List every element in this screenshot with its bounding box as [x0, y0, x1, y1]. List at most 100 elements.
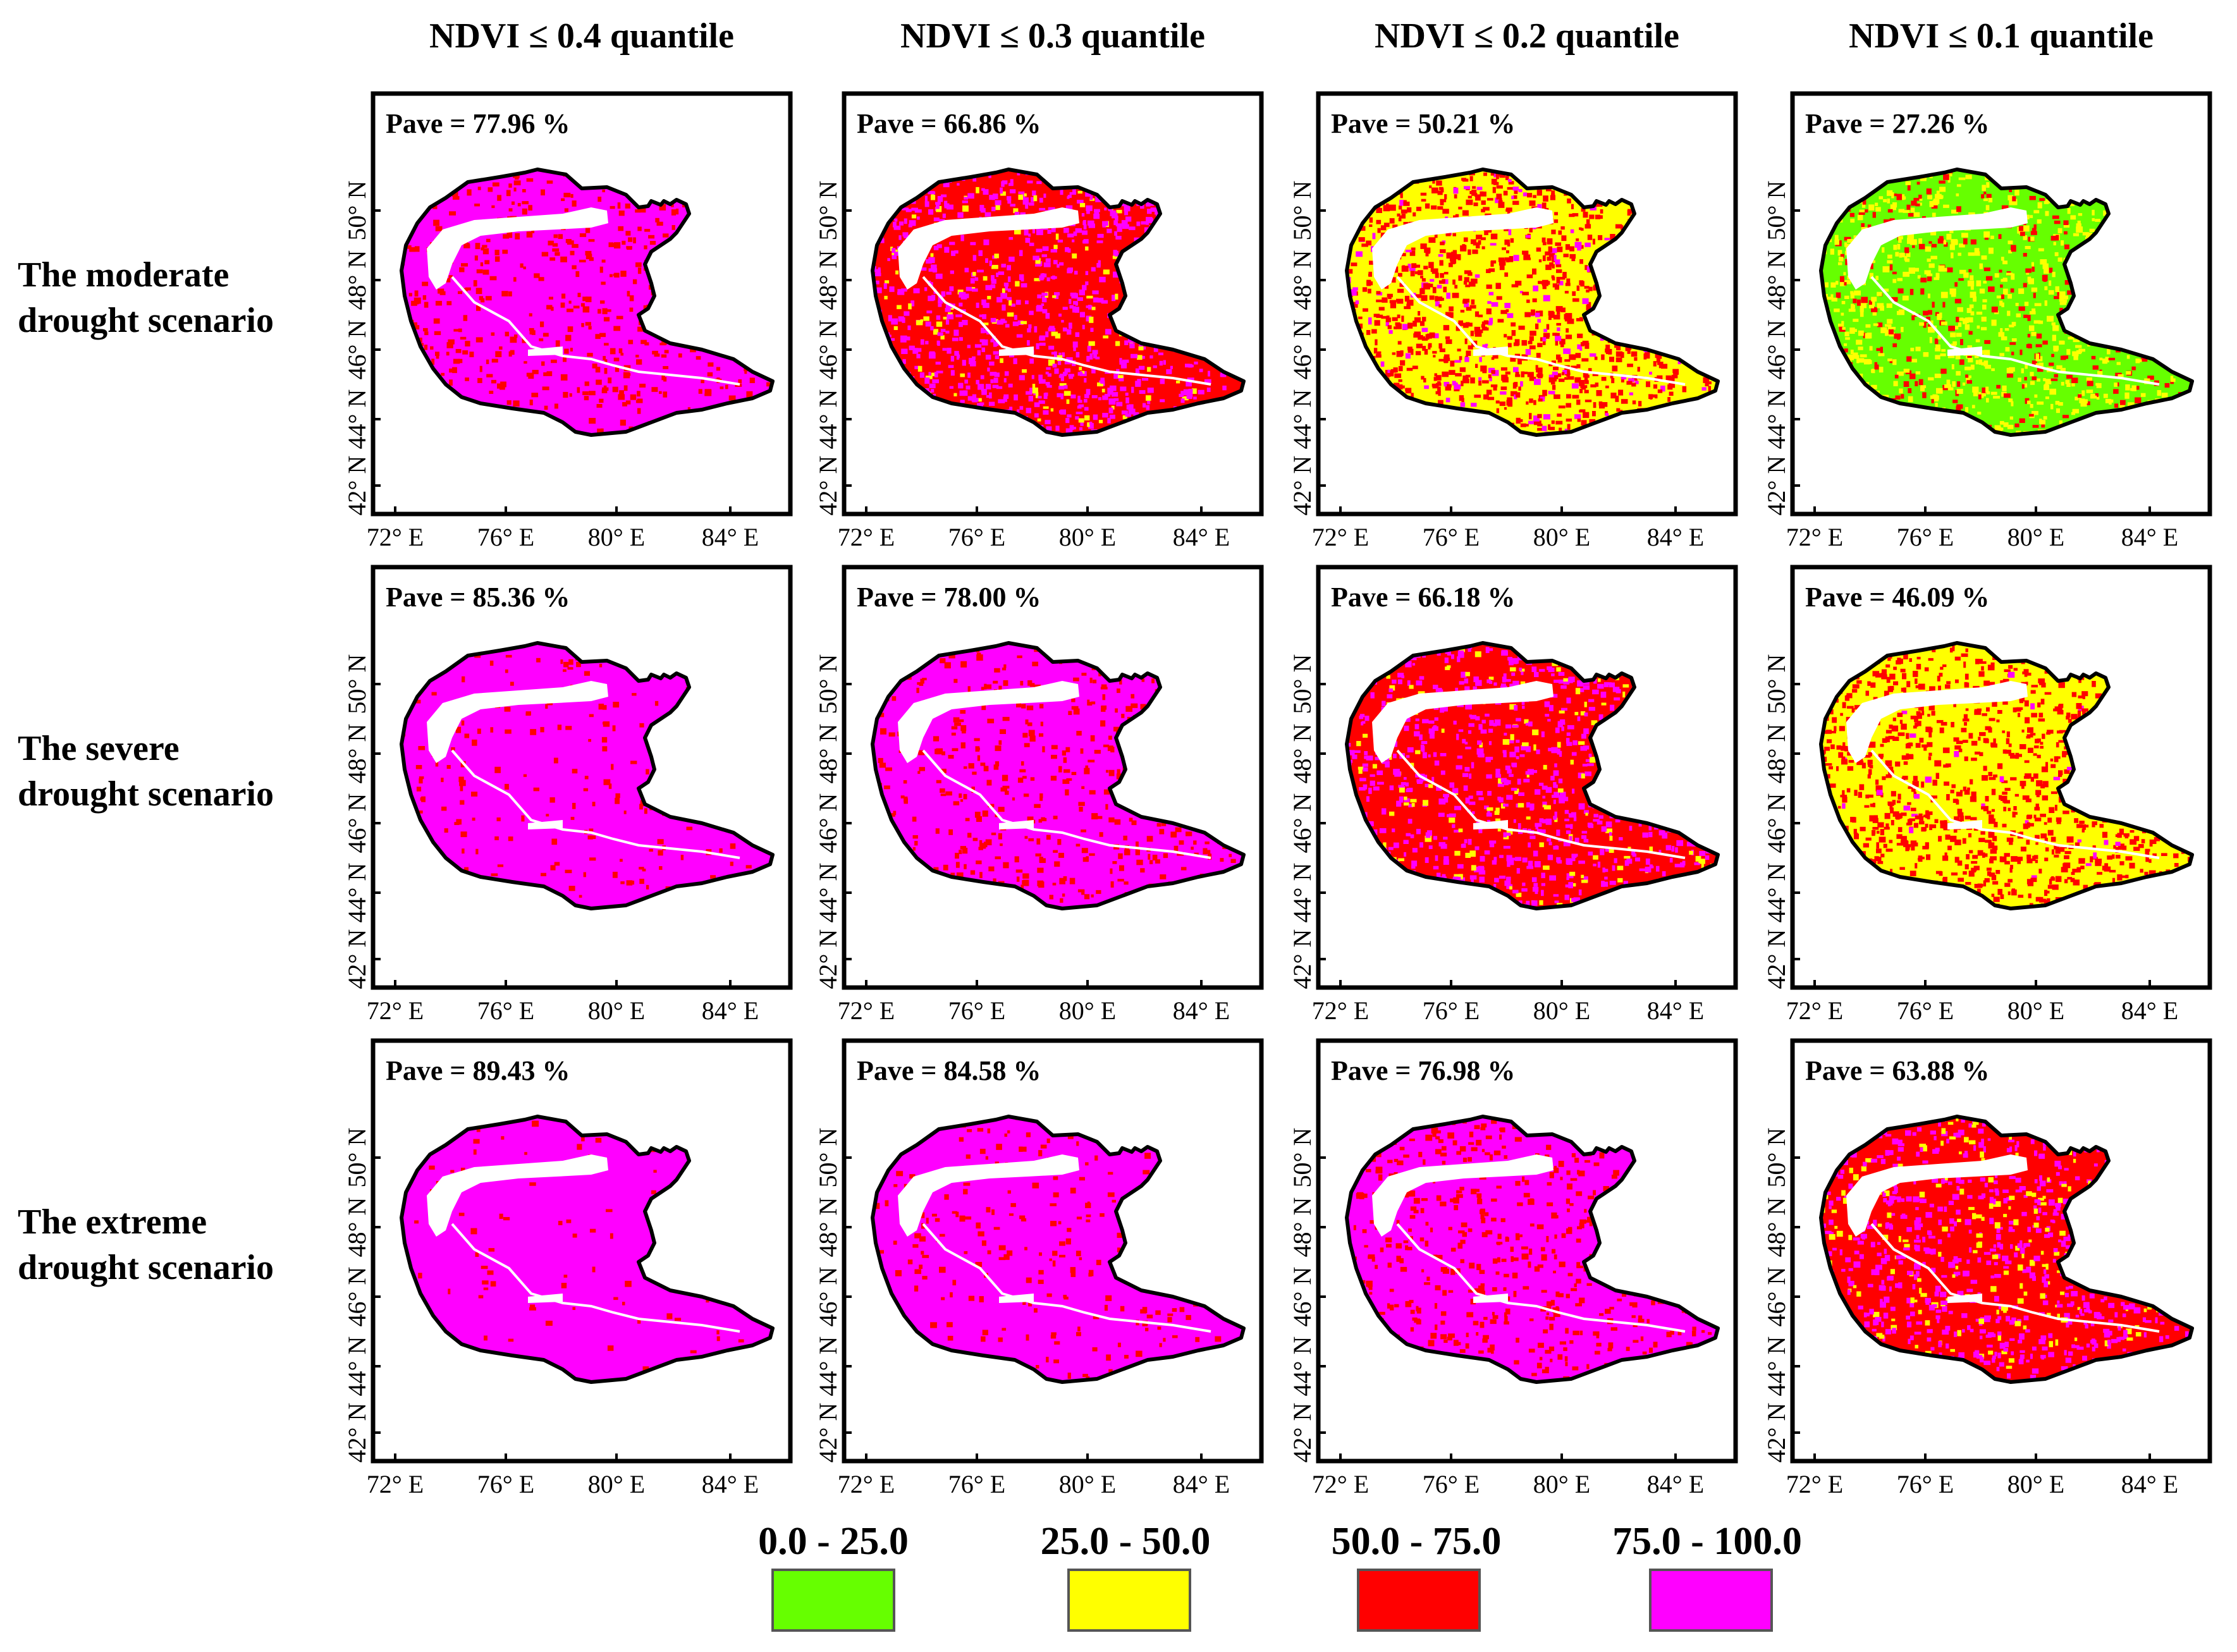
lon-tick-label: 80° E — [2007, 523, 2064, 551]
lat-tick-label: 44° N — [1288, 863, 1316, 923]
lon-tick-label: 72° E — [838, 1470, 895, 1498]
pave-label: Pave = 77.96 % — [386, 108, 570, 139]
reservoir-shape — [1947, 346, 1982, 356]
row-header-line: drought scenario — [18, 301, 274, 340]
lon-tick-label: 76° E — [948, 523, 1005, 551]
basin-outline — [1345, 1115, 1720, 1384]
lon-tick-label: 72° E — [838, 523, 895, 551]
river-line — [1396, 276, 1686, 386]
river-line — [1396, 749, 1686, 859]
pave-label: Pave = 66.86 % — [857, 108, 1041, 139]
row-header-line: The extreme — [18, 1202, 207, 1242]
lake-shape — [1372, 207, 1554, 290]
river-line — [922, 1223, 1211, 1333]
lon-tick-label: 76° E — [1897, 1470, 1954, 1498]
lon-tick-label: 76° E — [477, 523, 534, 551]
lat-tick-label: 50° N — [1762, 181, 1791, 241]
lake-shape — [427, 1154, 608, 1237]
pave-label: Pave = 63.88 % — [1805, 1055, 1989, 1086]
lon-tick-label: 84° E — [1173, 1470, 1230, 1498]
lat-tick-label: 50° N — [1288, 181, 1316, 241]
lon-tick-label: 80° E — [588, 523, 645, 551]
lat-tick-label: 42° N — [1288, 1403, 1316, 1463]
lat-tick-label: 50° N — [1762, 654, 1791, 714]
lake-shape — [898, 681, 1079, 763]
legend-label: 25.0 - 50.0 — [1041, 1520, 1211, 1563]
lat-tick-label: 46° N — [814, 1267, 842, 1327]
map-panel: Pave = 66.86 % 42° N 44° N 46° N 48° N 50° N 7… — [814, 91, 1264, 551]
row-header-line: drought scenario — [18, 774, 274, 814]
lon-tick-label: 80° E — [1533, 996, 1590, 1025]
reservoir-shape — [1473, 1294, 1508, 1303]
lake-shape — [1846, 207, 2028, 290]
legend-swatch — [1067, 1569, 1191, 1632]
map-panel: Pave = 66.18 % 42° N 44° N 46° N 48° N 50° N 7… — [1288, 565, 1738, 1025]
map-panel: Pave = 84.58 % 42° N 44° N 46° N 48° N 50° N 7… — [814, 1038, 1264, 1498]
map-panel: Pave = 78.00 % 42° N 44° N 46° N 48° N 50° N 7… — [814, 565, 1264, 1025]
lon-tick-label: 84° E — [1647, 996, 1704, 1025]
lon-tick-label: 72° E — [367, 1470, 424, 1498]
lat-tick-label: 46° N — [1762, 320, 1791, 380]
lat-tick-label: 50° N — [814, 1128, 842, 1188]
lat-tick-label: 44° N — [1288, 389, 1316, 450]
lon-tick-label: 76° E — [1423, 523, 1480, 551]
pave-label: Pave = 66.18 % — [1331, 582, 1515, 613]
map-panel: Pave = 63.88 % 42° N 44° N 46° N 48° N 50° N 7… — [1762, 1038, 2212, 1498]
lat-tick-label: 42° N — [1762, 1403, 1791, 1463]
lat-tick-label: 44° N — [343, 863, 371, 923]
lon-tick-label: 84° E — [1647, 523, 1704, 551]
map-panel: Pave = 89.43 % 42° N 44° N 46° N 48° N 50° N 7… — [343, 1038, 793, 1498]
column-header: NDVI ≤ 0.3 quantile — [900, 16, 1205, 56]
lake-shape — [427, 207, 608, 290]
lat-tick-label: 42° N — [343, 929, 371, 989]
map-panel: Pave = 50.21 % 42° N 44° N 46° N 48° N 50° N 7… — [1288, 91, 1738, 551]
lat-tick-label: 42° N — [814, 1403, 842, 1463]
lat-tick-label: 48° N — [814, 724, 842, 784]
lat-tick-label: 42° N — [1762, 929, 1791, 989]
column-header: NDVI ≤ 0.4 quantile — [429, 16, 734, 56]
lat-tick-label: 48° N — [1288, 724, 1316, 784]
pave-label: Pave = 78.00 % — [857, 582, 1041, 613]
lat-tick-label: 46° N — [814, 793, 842, 854]
lon-tick-label: 72° E — [1312, 996, 1369, 1025]
lat-tick-label: 46° N — [343, 793, 371, 854]
lake-shape — [898, 1154, 1079, 1237]
pave-label: Pave = 50.21 % — [1331, 108, 1515, 139]
lat-tick-label: 44° N — [1762, 1337, 1791, 1397]
lat-tick-label: 48° N — [343, 250, 371, 310]
lat-tick-label: 44° N — [343, 389, 371, 450]
lat-tick-label: 50° N — [1288, 1128, 1316, 1188]
lon-tick-label: 80° E — [1059, 1470, 1116, 1498]
lon-tick-label: 76° E — [477, 996, 534, 1025]
lat-tick-label: 46° N — [1762, 793, 1791, 854]
lon-tick-label: 72° E — [367, 523, 424, 551]
pave-label: Pave = 84.58 % — [857, 1055, 1041, 1086]
basin-outline — [871, 168, 1246, 437]
lon-tick-label: 72° E — [1312, 1470, 1369, 1498]
map-panel: Pave = 46.09 % 42° N 44° N 46° N 48° N 50° N 7… — [1762, 565, 2212, 1025]
river-line — [1870, 1223, 2160, 1333]
lat-tick-label: 46° N — [814, 320, 842, 380]
lat-tick-label: 50° N — [343, 181, 371, 241]
lat-tick-label: 48° N — [1288, 250, 1316, 310]
lon-tick-label: 84° E — [2121, 996, 2178, 1025]
lon-tick-label: 80° E — [1533, 523, 1590, 551]
lat-tick-label: 48° N — [1762, 1197, 1791, 1257]
lon-tick-label: 72° E — [1786, 1470, 1843, 1498]
lat-tick-label: 44° N — [814, 1337, 842, 1397]
lon-tick-label: 72° E — [838, 996, 895, 1025]
lon-tick-label: 76° E — [1897, 996, 1954, 1025]
lat-tick-label: 44° N — [343, 1337, 371, 1397]
basin-outline — [1819, 1115, 2194, 1384]
river-line — [1870, 276, 2160, 386]
lat-tick-label: 50° N — [814, 654, 842, 714]
lat-tick-label: 42° N — [814, 929, 842, 989]
lon-tick-label: 84° E — [702, 523, 759, 551]
lat-tick-label: 48° N — [1762, 250, 1791, 310]
pave-label: Pave = 27.26 % — [1805, 108, 1989, 139]
lon-tick-label: 80° E — [1533, 1470, 1590, 1498]
lon-tick-label: 72° E — [1786, 523, 1843, 551]
lon-tick-label: 76° E — [477, 1470, 534, 1498]
lon-tick-label: 84° E — [1173, 996, 1230, 1025]
